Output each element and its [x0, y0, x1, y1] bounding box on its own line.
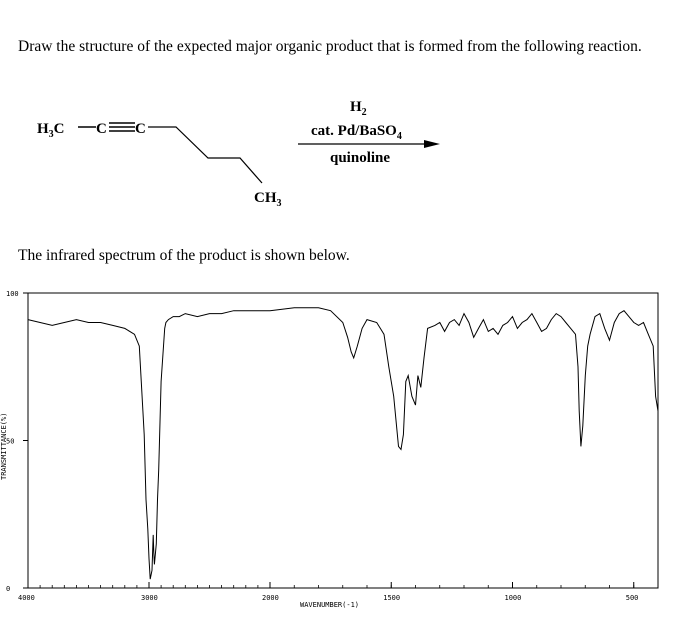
x-tick-label: 1000	[505, 594, 522, 602]
reactant-structure: H3C C C CH3	[37, 121, 282, 209]
x-tick-label: 4000	[18, 594, 35, 602]
ir-spectrum: 4000 3000 2000 1500 1000 500 0 50 100 WAVENUMBE…	[0, 290, 659, 609]
x-tick-label: 2000	[262, 594, 279, 602]
quinoline-label: quinoline	[330, 150, 390, 166]
x-tick-label: 3000	[141, 594, 158, 602]
y-tick-label: 0	[6, 585, 10, 593]
methyl-group-label: H3C	[37, 121, 65, 140]
y-axis-ticks: 0 50 100	[6, 290, 28, 593]
ir-intro-text: The infrared spectrum of the product is …	[18, 247, 350, 264]
question-text: Draw the structure of the expected major…	[18, 38, 642, 55]
y-tick-label: 100	[6, 290, 19, 298]
y-axis-label: TRANSMITTANCE(%)	[0, 413, 8, 480]
x-axis-ticks: 4000 3000 2000 1500 1000 500	[18, 582, 659, 602]
spectrum-trace	[27, 307, 659, 580]
reaction-conditions: H2 cat. Pd/BaSO4 quinoline	[298, 99, 440, 166]
y-tick-label: 50	[6, 438, 14, 446]
spectrum-frame	[27, 292, 659, 589]
x-tick-label: 500	[626, 594, 639, 602]
x-axis-label: WAVENUMBER(-1)	[300, 601, 359, 609]
x-tick-label: 1500	[383, 594, 400, 602]
catalyst-label: cat. Pd/BaSO4	[311, 123, 402, 142]
propyl-chain-bonds	[148, 126, 263, 184]
terminal-methyl-label: CH3	[254, 190, 282, 209]
alkyne-carbon-2: C	[135, 121, 146, 137]
alkyne-carbon-1: C	[96, 121, 107, 137]
reaction-arrow-head	[424, 140, 440, 148]
hydrogen-reagent: H2	[350, 99, 367, 118]
